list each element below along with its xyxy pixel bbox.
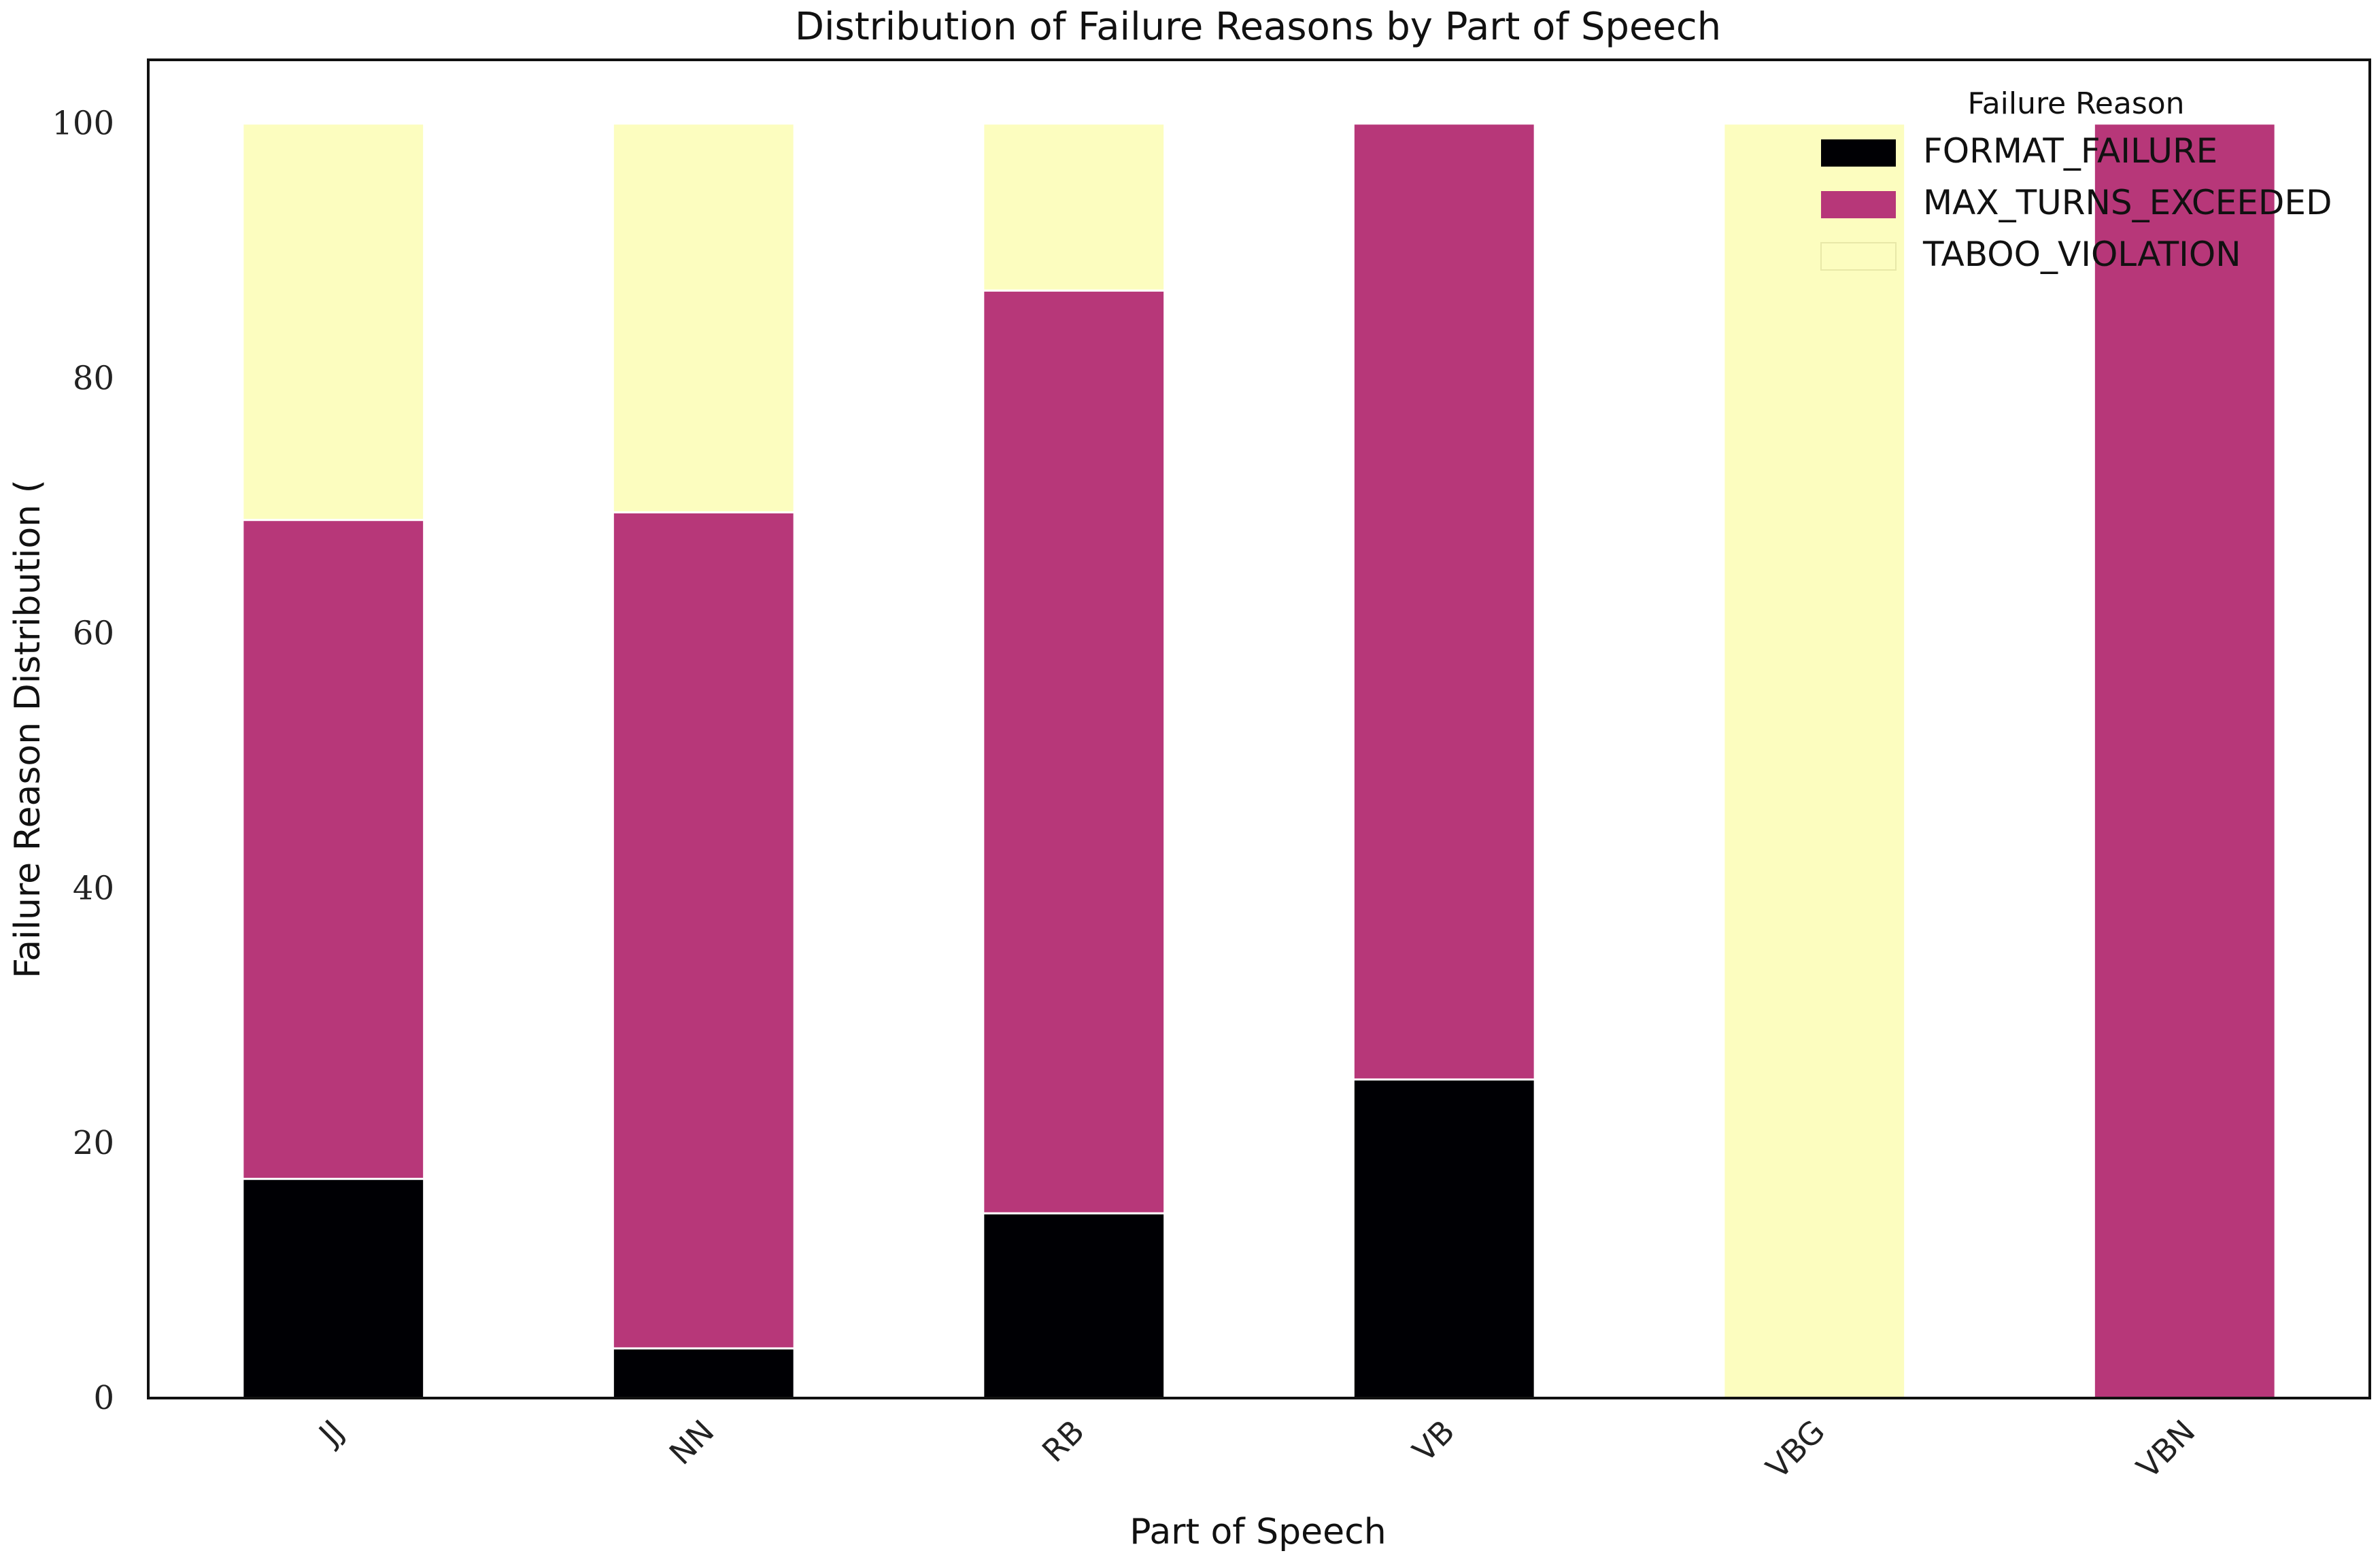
- x-tick-label: JJ: [311, 1413, 351, 1453]
- y-tick-label: 20: [73, 1124, 114, 1162]
- y-tick-label: 80: [73, 360, 114, 398]
- bar-jj-max-turns-exceeded: [241, 519, 426, 1180]
- bar-jj-format-failure: [241, 1178, 426, 1399]
- legend-label: FORMAT_FAILURE: [1923, 131, 2217, 171]
- bar-jj-taboo-violation: [241, 122, 426, 522]
- y-tick-label: 60: [73, 614, 114, 652]
- y-tick-label: 100: [52, 105, 114, 143]
- plot-area: [241, 122, 2277, 1399]
- legend-swatch: [1821, 139, 1896, 167]
- x-axis-label: Part of Speech: [1129, 1512, 1386, 1552]
- bar-rb-taboo-violation: [982, 122, 1166, 292]
- chart-title: Distribution of Failure Reasons by Part …: [795, 5, 1721, 49]
- x-axis: JJ NN RB VB VBG VBN: [311, 1413, 2203, 1486]
- x-tick-label: RB: [1035, 1413, 1091, 1469]
- plot-frame: [147, 58, 2371, 1399]
- bar-rb-max-turns-exceeded: [982, 289, 1166, 1214]
- y-tick-label: 40: [73, 869, 114, 907]
- bar-nn-taboo-violation: [611, 122, 796, 513]
- x-tick-label: NN: [662, 1413, 721, 1472]
- y-tick-label: 0: [93, 1379, 114, 1417]
- bar-vbg-taboo-violation: [1722, 122, 1907, 1399]
- bar-nn-format-failure: [611, 1347, 796, 1399]
- bar-rb-format-failure: [982, 1212, 1166, 1399]
- bar-vbn-max-turns-exceeded: [2092, 122, 2277, 1399]
- legend-title: Failure Reason: [1967, 86, 2184, 121]
- bar-vb-format-failure: [1352, 1078, 1536, 1399]
- x-tick-label: VB: [1406, 1413, 1462, 1469]
- bar-vb-max-turns-exceeded: [1352, 122, 1536, 1081]
- x-tick-label: VBG: [1759, 1413, 1832, 1486]
- legend-label: TABOO_VIOLATION: [1922, 235, 2241, 274]
- legend-swatch: [1821, 191, 1896, 218]
- legend-label: MAX_TURNS_EXCEEDED: [1923, 183, 2332, 222]
- y-axis-label: Failure Reason Distribution (: [7, 479, 48, 979]
- y-axis: 0 20 40 60 80 100: [52, 105, 114, 1417]
- bar-nn-max-turns-exceeded: [611, 511, 796, 1350]
- x-tick-label: VBN: [2129, 1413, 2202, 1486]
- legend-swatch: [1820, 242, 1897, 271]
- legend: Failure Reason FORMAT_FAILURE MAX_TURNS_E…: [1820, 86, 2332, 274]
